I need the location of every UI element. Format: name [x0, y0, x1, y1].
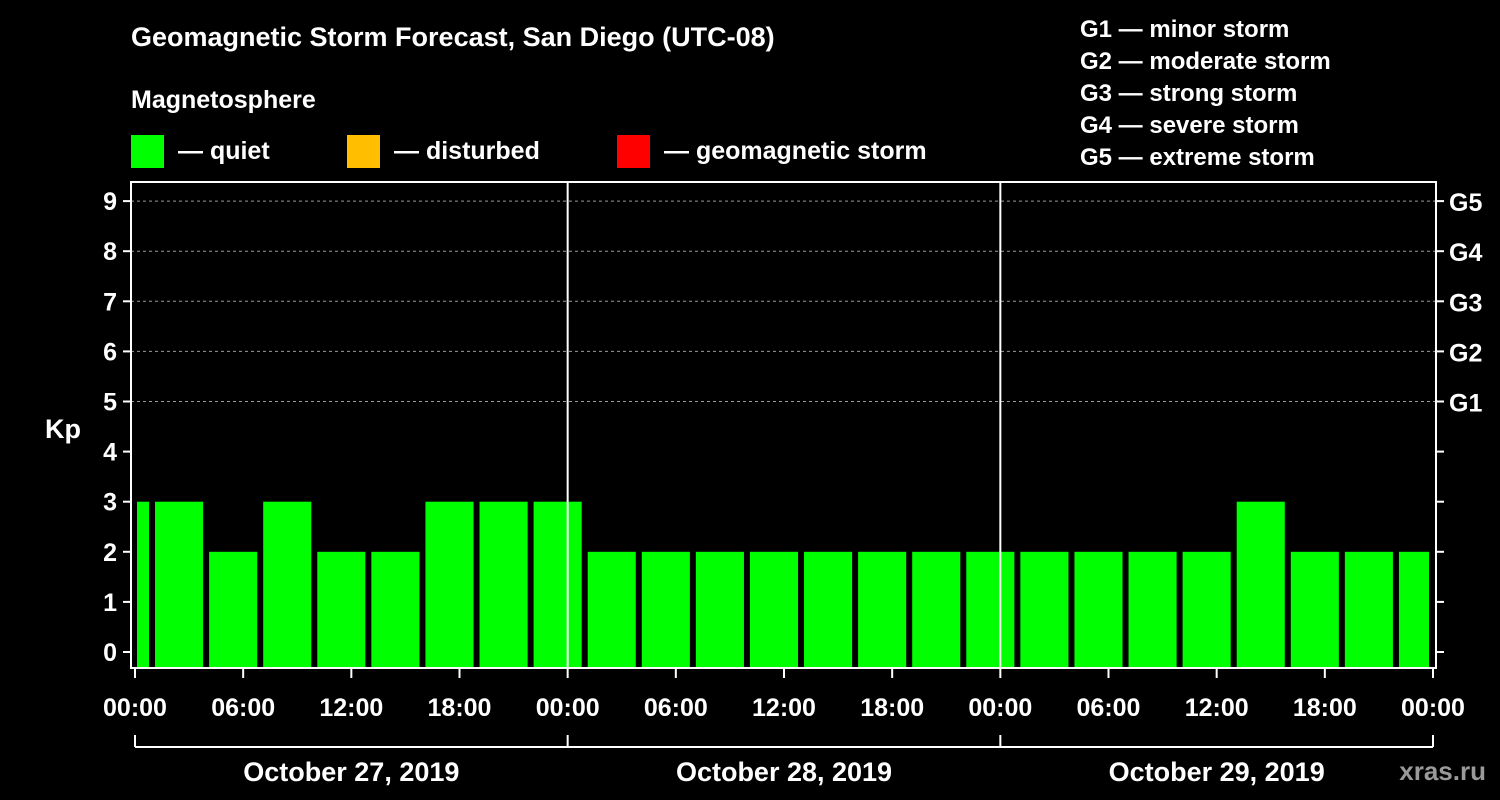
- x-tick-label: 12:00: [752, 694, 816, 722]
- date-label: October 28, 2019: [676, 757, 892, 787]
- legend-swatch-disturbed: [347, 134, 380, 168]
- kp-bar: [371, 551, 420, 668]
- kp-bar: [209, 551, 258, 668]
- legend-label-storm: — geomagnetic storm: [664, 136, 927, 165]
- kp-bar: [749, 551, 799, 668]
- x-tick-label: 06:00: [644, 694, 708, 722]
- kp-bar: [1182, 551, 1231, 668]
- x-tick-label: 00:00: [536, 694, 600, 722]
- x-tick-label: 00:00: [103, 694, 167, 722]
- y-tick-label: 8: [103, 238, 117, 266]
- g-scale-entry-g2: G2 — moderate storm: [1080, 48, 1331, 75]
- y-tick-label: 9: [103, 188, 117, 216]
- x-tick-label: 06:00: [1077, 694, 1141, 722]
- g-level-label: G3: [1449, 289, 1482, 317]
- x-tick-label: 12:00: [319, 694, 383, 722]
- chart-title: Geomagnetic Storm Forecast, San Diego (U…: [131, 22, 775, 52]
- kp-bar: [804, 551, 853, 668]
- legend-item-storm: — geomagnetic storm: [617, 134, 927, 168]
- y-tick-label: 1: [103, 589, 117, 617]
- kp-bar: [263, 501, 312, 668]
- x-tick-label: 18:00: [860, 694, 924, 722]
- y-tick-label: 3: [103, 489, 117, 517]
- kp-bar: [641, 551, 690, 668]
- legend-label-disturbed: — disturbed: [394, 136, 540, 165]
- g-level-label: G1: [1449, 390, 1482, 418]
- legend-item-quiet: — quiet: [131, 134, 270, 168]
- kp-bar: [1344, 551, 1393, 668]
- legend-subtitle: Magnetosphere: [131, 86, 316, 114]
- g-scale-legend: G1 — minor storm G2 — moderate storm G3 …: [1080, 14, 1331, 174]
- x-tick-label: 18:00: [1293, 694, 1357, 722]
- kp-bar: [137, 501, 150, 668]
- g-scale-entry-g3: G3 — strong storm: [1080, 80, 1298, 107]
- kp-bar: [1236, 501, 1285, 668]
- kp-bar: [587, 551, 636, 668]
- kp-bar: [858, 551, 907, 668]
- kp-bar: [317, 551, 366, 668]
- g-scale-entry-g1: G1 — minor storm: [1080, 16, 1290, 43]
- y-tick-label: 6: [103, 338, 117, 366]
- y-tick-label: 5: [103, 389, 117, 417]
- kp-bar: [1290, 551, 1339, 668]
- kp-bar: [533, 501, 582, 668]
- kp-bar: [912, 551, 961, 668]
- kp-bar: [1398, 551, 1429, 668]
- date-label: October 27, 2019: [243, 757, 459, 787]
- kp-bar: [1020, 551, 1069, 668]
- legend-swatch-quiet: [131, 134, 164, 168]
- legend-swatch-storm: [617, 134, 650, 168]
- date-label: October 29, 2019: [1109, 757, 1325, 787]
- kp-bar: [966, 551, 1015, 668]
- kp-bar: [1074, 551, 1123, 668]
- g-scale-entry-g5: G5 — extreme storm: [1080, 144, 1315, 171]
- legend-label-quiet: — quiet: [178, 136, 270, 165]
- x-tick-label: 00:00: [1401, 694, 1465, 722]
- kp-bar: [479, 501, 528, 668]
- y-tick-label: 0: [103, 639, 117, 667]
- kp-bar: [155, 501, 204, 668]
- y-tick-label: 4: [103, 439, 117, 467]
- g-level-label: G5: [1449, 189, 1482, 217]
- legend-item-disturbed: — disturbed: [347, 134, 540, 168]
- x-tick-label: 06:00: [211, 694, 275, 722]
- g-level-label: G2: [1449, 339, 1482, 367]
- g-level-label: G4: [1449, 239, 1482, 267]
- y-tick-label: 7: [103, 288, 117, 316]
- y-tick-label: 2: [103, 539, 117, 567]
- x-tick-label: 00:00: [968, 694, 1032, 722]
- kp-bar: [695, 551, 744, 668]
- x-tick-label: 18:00: [428, 694, 492, 722]
- x-tick-label: 12:00: [1185, 694, 1249, 722]
- kp-bar: [1128, 551, 1177, 668]
- kp-bar: [425, 501, 474, 668]
- credit-label: xras.ru: [1399, 756, 1486, 786]
- g-scale-entry-g4: G4 — severe storm: [1080, 112, 1299, 139]
- y-axis-label: Kp: [45, 414, 81, 444]
